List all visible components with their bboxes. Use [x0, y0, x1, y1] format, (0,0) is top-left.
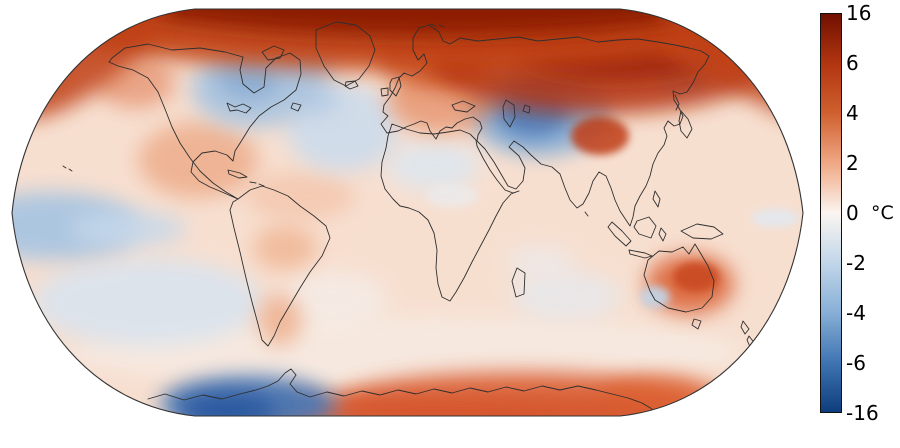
coast-eurasia: [380, 24, 710, 227]
colorbar-tick-label: 16: [846, 1, 872, 25]
coast-philippines: [652, 190, 661, 208]
blob-south-pacific-cool: [33, 258, 263, 346]
anomaly-field: [12, 9, 803, 416]
coast-java: [628, 249, 653, 259]
colorbar-tick-label: 4: [846, 101, 859, 125]
coast-australia: [643, 243, 715, 313]
colorbar-tick-label: -2: [846, 251, 866, 275]
coastlines: [62, 21, 757, 410]
coast-uk: [389, 76, 402, 97]
coast-svalbard: [429, 23, 445, 28]
coast-newfoundland: [290, 102, 302, 112]
coast-great-lakes: [226, 102, 252, 114]
colorbar-tick-label: -4: [846, 301, 866, 325]
coast-south-america: [229, 185, 331, 347]
blob-south-atlantic-neutral: [277, 272, 387, 328]
blob-arctic-warm: [12, 9, 803, 70]
coast-hawaii: [62, 165, 73, 172]
blob-pacific-cool-spot: [751, 209, 799, 227]
coast-baffin-island: [261, 45, 285, 61]
blob-southern-ocean-neutral: [65, 316, 745, 388]
coast-north-america: [108, 43, 302, 200]
coast-black-sea: [451, 100, 476, 113]
coast-antarctica: [147, 368, 653, 410]
coast-cuba: [227, 169, 248, 179]
coast-new-zealand-north: [740, 320, 750, 335]
blob-west-china-warm: [571, 117, 629, 155]
blob-mid-atlantic-warm: [245, 172, 355, 220]
blob-equatorial-africa-cool: [426, 184, 478, 208]
blob-australia-warm-core: [673, 262, 719, 292]
colorbar-unit-label: °C: [871, 202, 894, 224]
blob-amazon-warm: [253, 226, 317, 270]
coast-new-guinea: [680, 223, 724, 240]
colorbar-tick-label: -6: [846, 351, 866, 375]
blob-us-warm: [138, 122, 258, 198]
coast-sri-lanka: [584, 211, 589, 217]
colorbar-tick-label: 0: [846, 201, 859, 225]
blob-west-antarctica-cool-core: [180, 394, 276, 416]
blob-indian-ocean-cool: [511, 272, 621, 320]
coast-iceland: [344, 80, 359, 90]
blob-hudson-cool-core: [217, 60, 281, 100]
blob-sahara-cool: [387, 142, 479, 190]
coast-ireland: [380, 87, 389, 97]
coast-africa: [380, 123, 520, 302]
coast-sulawesi: [658, 227, 667, 242]
world-map: [11, 8, 804, 417]
coast-caribbean-islands: [249, 181, 265, 187]
coast-japan: [678, 110, 693, 139]
coast-caspian-sea: [502, 99, 516, 128]
blob-indian-ocean-cool-2: [506, 246, 574, 278]
blob-arctic-warm-core: [90, 9, 770, 36]
map-outline: [11, 8, 804, 417]
colorbar-tick-label: 6: [846, 51, 859, 75]
coast-madagascar: [511, 267, 526, 298]
blob-sw-australia-cool: [640, 286, 670, 308]
coast-sumatra: [607, 221, 632, 247]
colorbar-tick-label: 2: [846, 151, 859, 175]
coast-sakhalin: [674, 94, 680, 111]
blob-equatorial-pacific-cool-2: [70, 211, 186, 247]
coast-borneo: [633, 216, 657, 239]
coast-greenland: [315, 21, 376, 87]
blob-patagonia-warm: [258, 294, 302, 346]
colorbar-gradient: [820, 13, 842, 413]
coast-aral-sea: [522, 104, 531, 114]
colorbar-tick-label: -16: [846, 401, 879, 425]
coast-tasmania: [691, 318, 702, 330]
